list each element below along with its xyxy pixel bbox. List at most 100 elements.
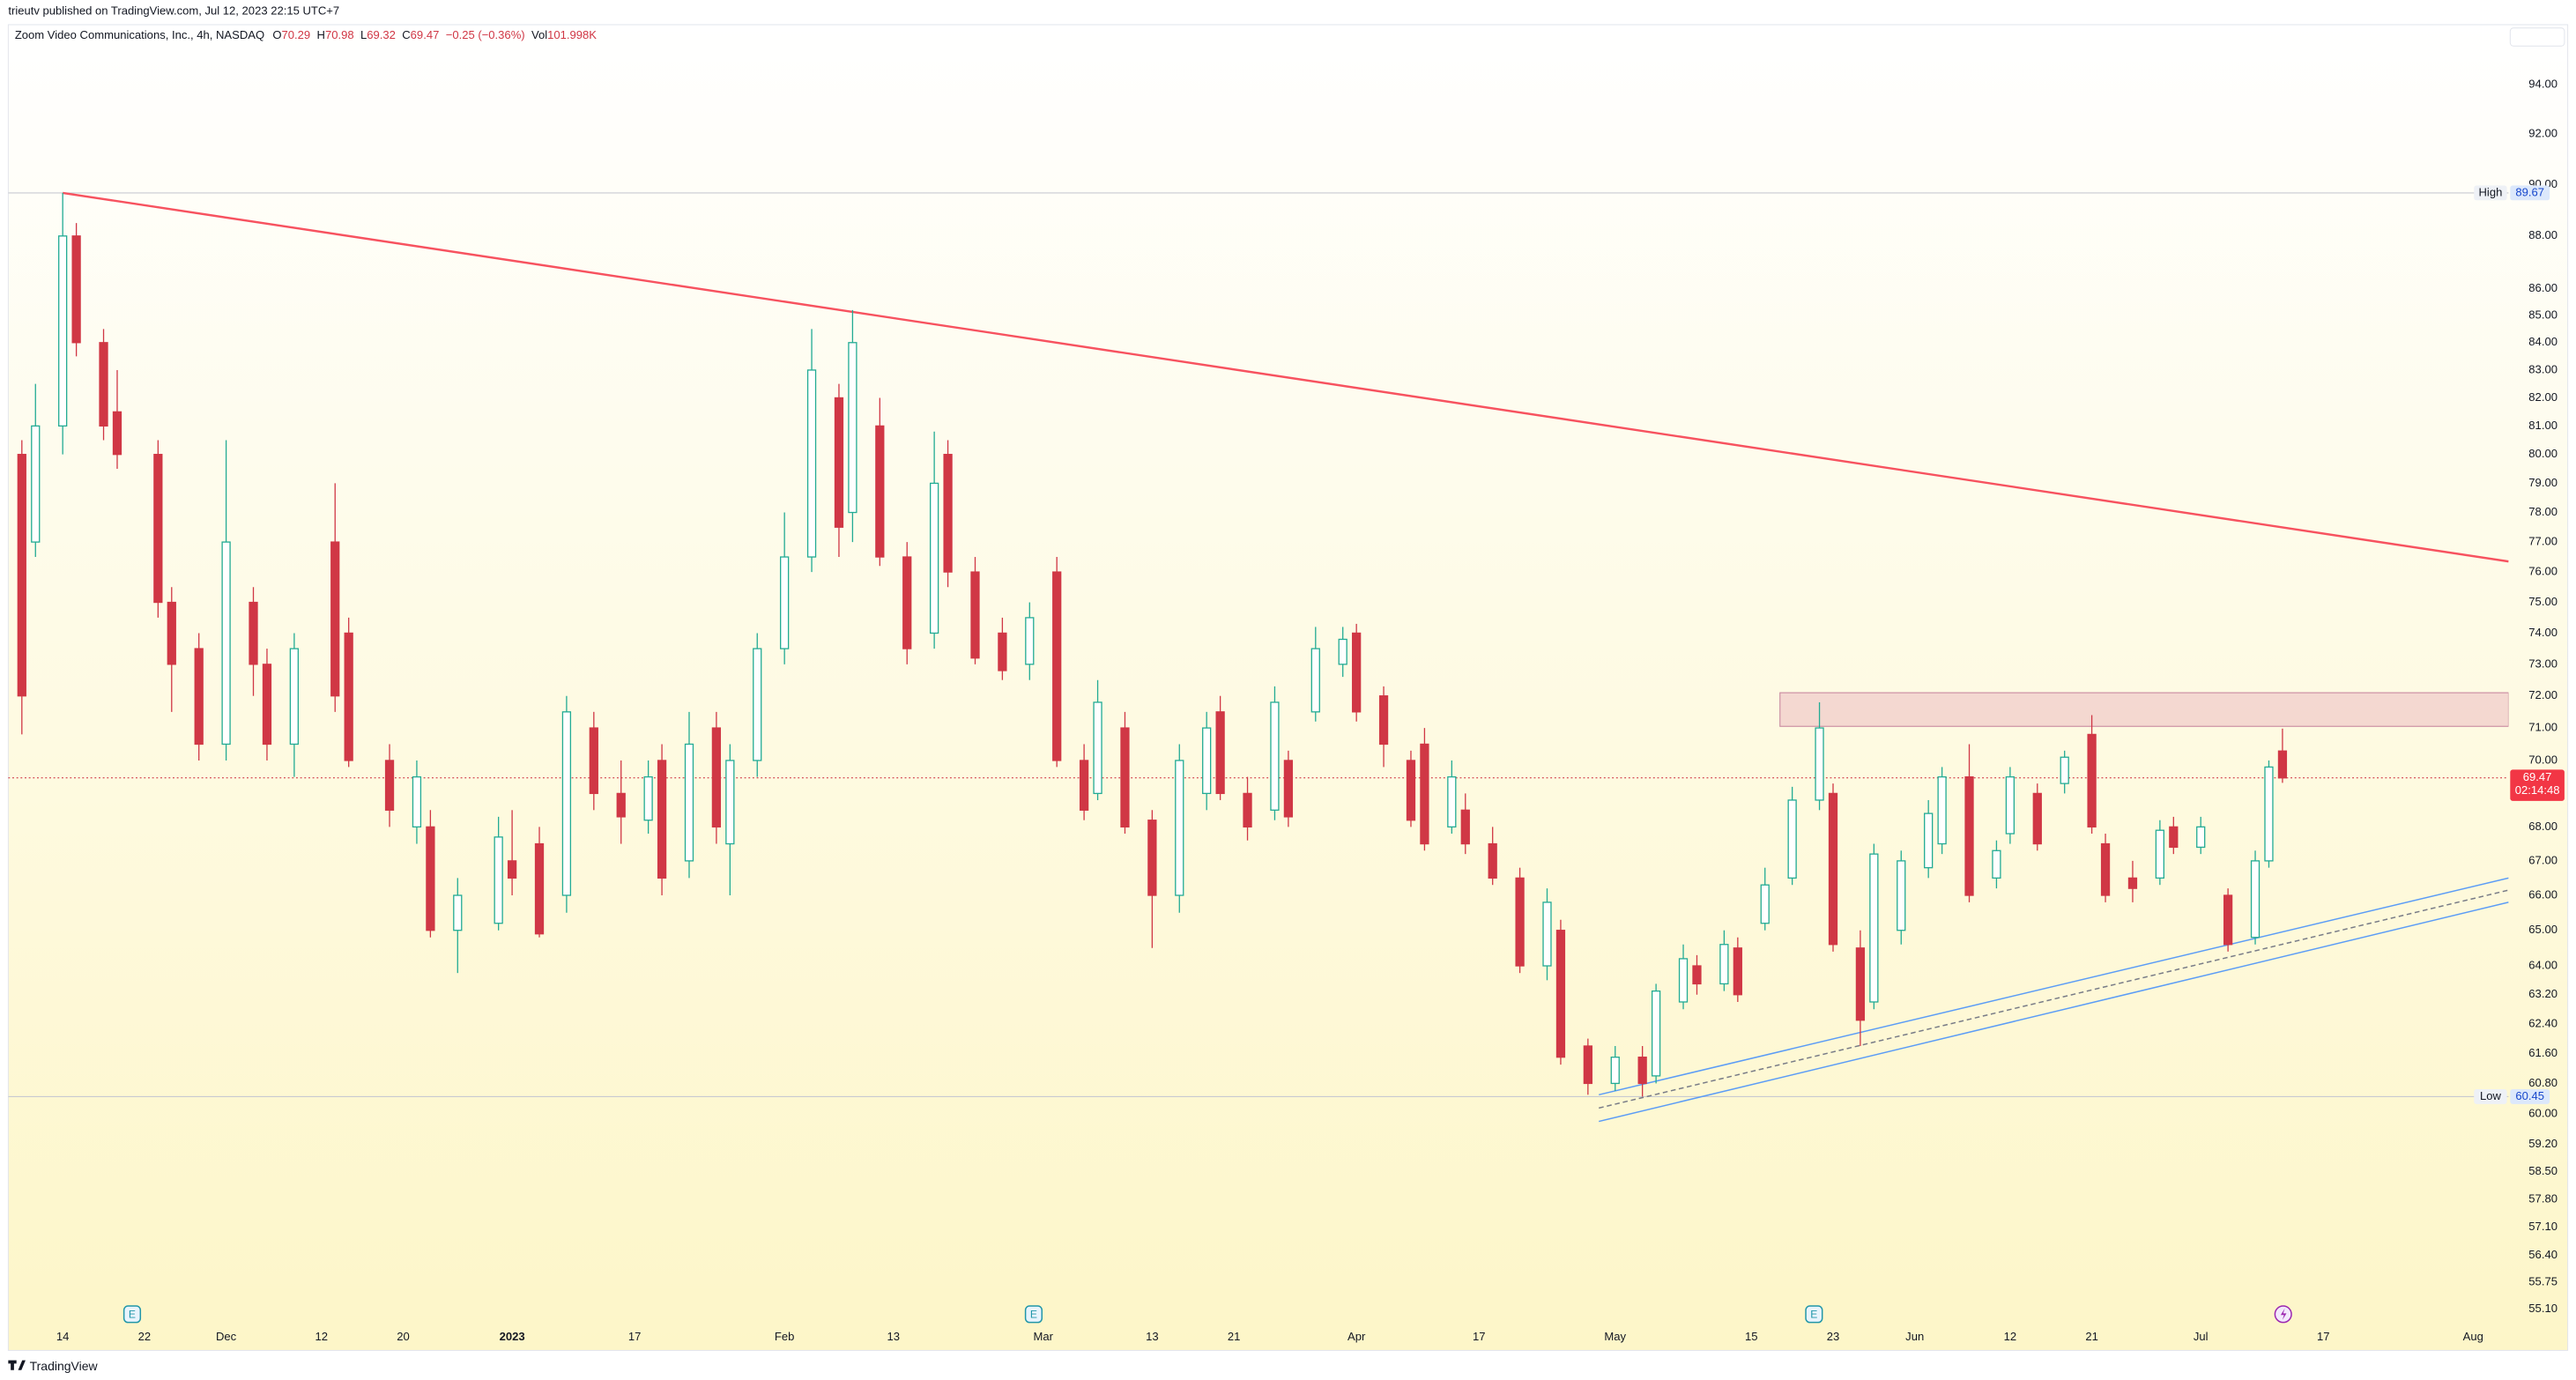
x-tick-label: Jul (2194, 1330, 2209, 1343)
alert-icon (2274, 1305, 2292, 1324)
candle-body (1079, 760, 1089, 811)
candle-body (589, 727, 598, 795)
candle-body (684, 743, 694, 862)
candle-body (1610, 1057, 1620, 1085)
candle-body (834, 397, 844, 528)
y-tick-label: 71.00 (2528, 721, 2557, 734)
y-tick-label: 80.00 (2528, 447, 2557, 460)
candle-body (1542, 901, 1552, 967)
last-price-bg (2510, 769, 2565, 801)
candle-body (1828, 792, 1838, 946)
x-tick-label: Dec (216, 1330, 237, 1343)
candle-body (262, 664, 272, 746)
ohlc-label: O (272, 29, 281, 42)
candle-body (507, 860, 517, 879)
candle-body (1338, 638, 1347, 665)
y-tick-label: 65.00 (2528, 923, 2557, 936)
candle-body (2264, 766, 2274, 862)
ohlc-value: 69.32 (367, 29, 396, 42)
candle-body (194, 648, 204, 746)
channel-lower (1599, 901, 2509, 1123)
price-tag-name-bg (2474, 185, 2507, 201)
channel-upper (1599, 877, 2509, 1096)
candle-body (17, 454, 26, 697)
candle-body (1215, 711, 1225, 795)
x-tick-label: Feb (775, 1330, 794, 1343)
countdown: 02:14:48 (2515, 783, 2560, 797)
x-tick-label: 21 (2085, 1330, 2098, 1343)
x-tick-label: 12 (316, 1330, 329, 1343)
y-tick-label: 88.00 (2528, 228, 2557, 241)
candle-body (1815, 727, 1824, 801)
candle-body (1964, 775, 1974, 896)
earnings-marker (122, 1305, 142, 1324)
y-tick-label: 94.00 (2528, 78, 2557, 91)
change-value: −0.25 (−0.36%) (446, 29, 525, 42)
candle-body (1924, 812, 1934, 869)
earnings-label: E (1030, 1308, 1037, 1320)
y-tick-label: 81.00 (2528, 419, 2557, 432)
candle-body (2169, 826, 2179, 849)
candle-body (2100, 842, 2111, 896)
candle-body (970, 571, 980, 659)
candle-body (711, 727, 722, 828)
y-tick-label: 55.10 (2528, 1302, 2557, 1315)
candle-body (112, 411, 122, 456)
candle-body (412, 775, 422, 828)
earnings-marker (1024, 1305, 1043, 1324)
candle-body (1175, 760, 1184, 896)
x-tick-label: 12 (2004, 1330, 2017, 1343)
y-tick-label: 76.00 (2528, 565, 2557, 578)
price-tag: 89.67 (2515, 185, 2544, 198)
y-tick-label: 86.00 (2528, 281, 2557, 294)
y-tick-label: 73.00 (2528, 657, 2557, 670)
top-right-button[interactable] (2509, 27, 2565, 47)
candle-body (1447, 775, 1457, 828)
y-tick-label: 83.00 (2528, 362, 2557, 375)
candle-body (1719, 944, 1729, 985)
x-tick-label: Apr (1347, 1330, 1366, 1343)
candle-body (1992, 850, 2001, 879)
candle-body (561, 711, 572, 896)
candle-body (1406, 760, 1416, 821)
chart-background (7, 24, 2569, 1351)
x-tick-label: 14 (56, 1330, 70, 1343)
candle-body (453, 894, 463, 931)
price-tag-name: High (2478, 185, 2502, 198)
candle-body (99, 342, 108, 427)
candle-body (657, 760, 667, 879)
candle-body (31, 425, 41, 543)
y-tick-label: 77.00 (2528, 535, 2557, 548)
y-tick-label: 60.00 (2528, 1106, 2557, 1119)
candle-body (998, 632, 1007, 671)
candle-body (2032, 792, 2042, 845)
candle-body (426, 826, 435, 931)
y-tick-label: 63.20 (2528, 987, 2557, 1000)
candle-body (1270, 701, 1280, 811)
y-tick-label: 78.00 (2528, 505, 2557, 518)
y-tick-label: 75.00 (2528, 595, 2557, 608)
candle-body (1310, 648, 1320, 713)
candle-body (1692, 965, 1702, 985)
candle-body (929, 482, 939, 634)
candle-body (221, 541, 231, 746)
candle-body (2060, 756, 2069, 784)
trend-line (62, 191, 2509, 563)
candle-body (1637, 1057, 1647, 1085)
publisher-line: trieutv published on TradingView.com, Ju… (8, 4, 339, 18)
y-tick-label: 74.00 (2528, 626, 2557, 639)
y-tick-label: 66.00 (2528, 887, 2557, 901)
candle-body (753, 648, 762, 761)
candle-body (71, 235, 81, 344)
candle-body (1460, 809, 1470, 845)
x-tick-label: 13 (887, 1330, 901, 1343)
candle-body (1283, 760, 1294, 818)
candle-body (2127, 877, 2138, 889)
y-tick-label: 59.20 (2528, 1137, 2557, 1150)
earnings-marker (1805, 1305, 1823, 1324)
candle-body (58, 235, 68, 427)
y-tick-label: 60.80 (2528, 1076, 2557, 1089)
price-tag: 60.45 (2515, 1089, 2544, 1102)
x-tick-label: 17 (628, 1330, 642, 1343)
